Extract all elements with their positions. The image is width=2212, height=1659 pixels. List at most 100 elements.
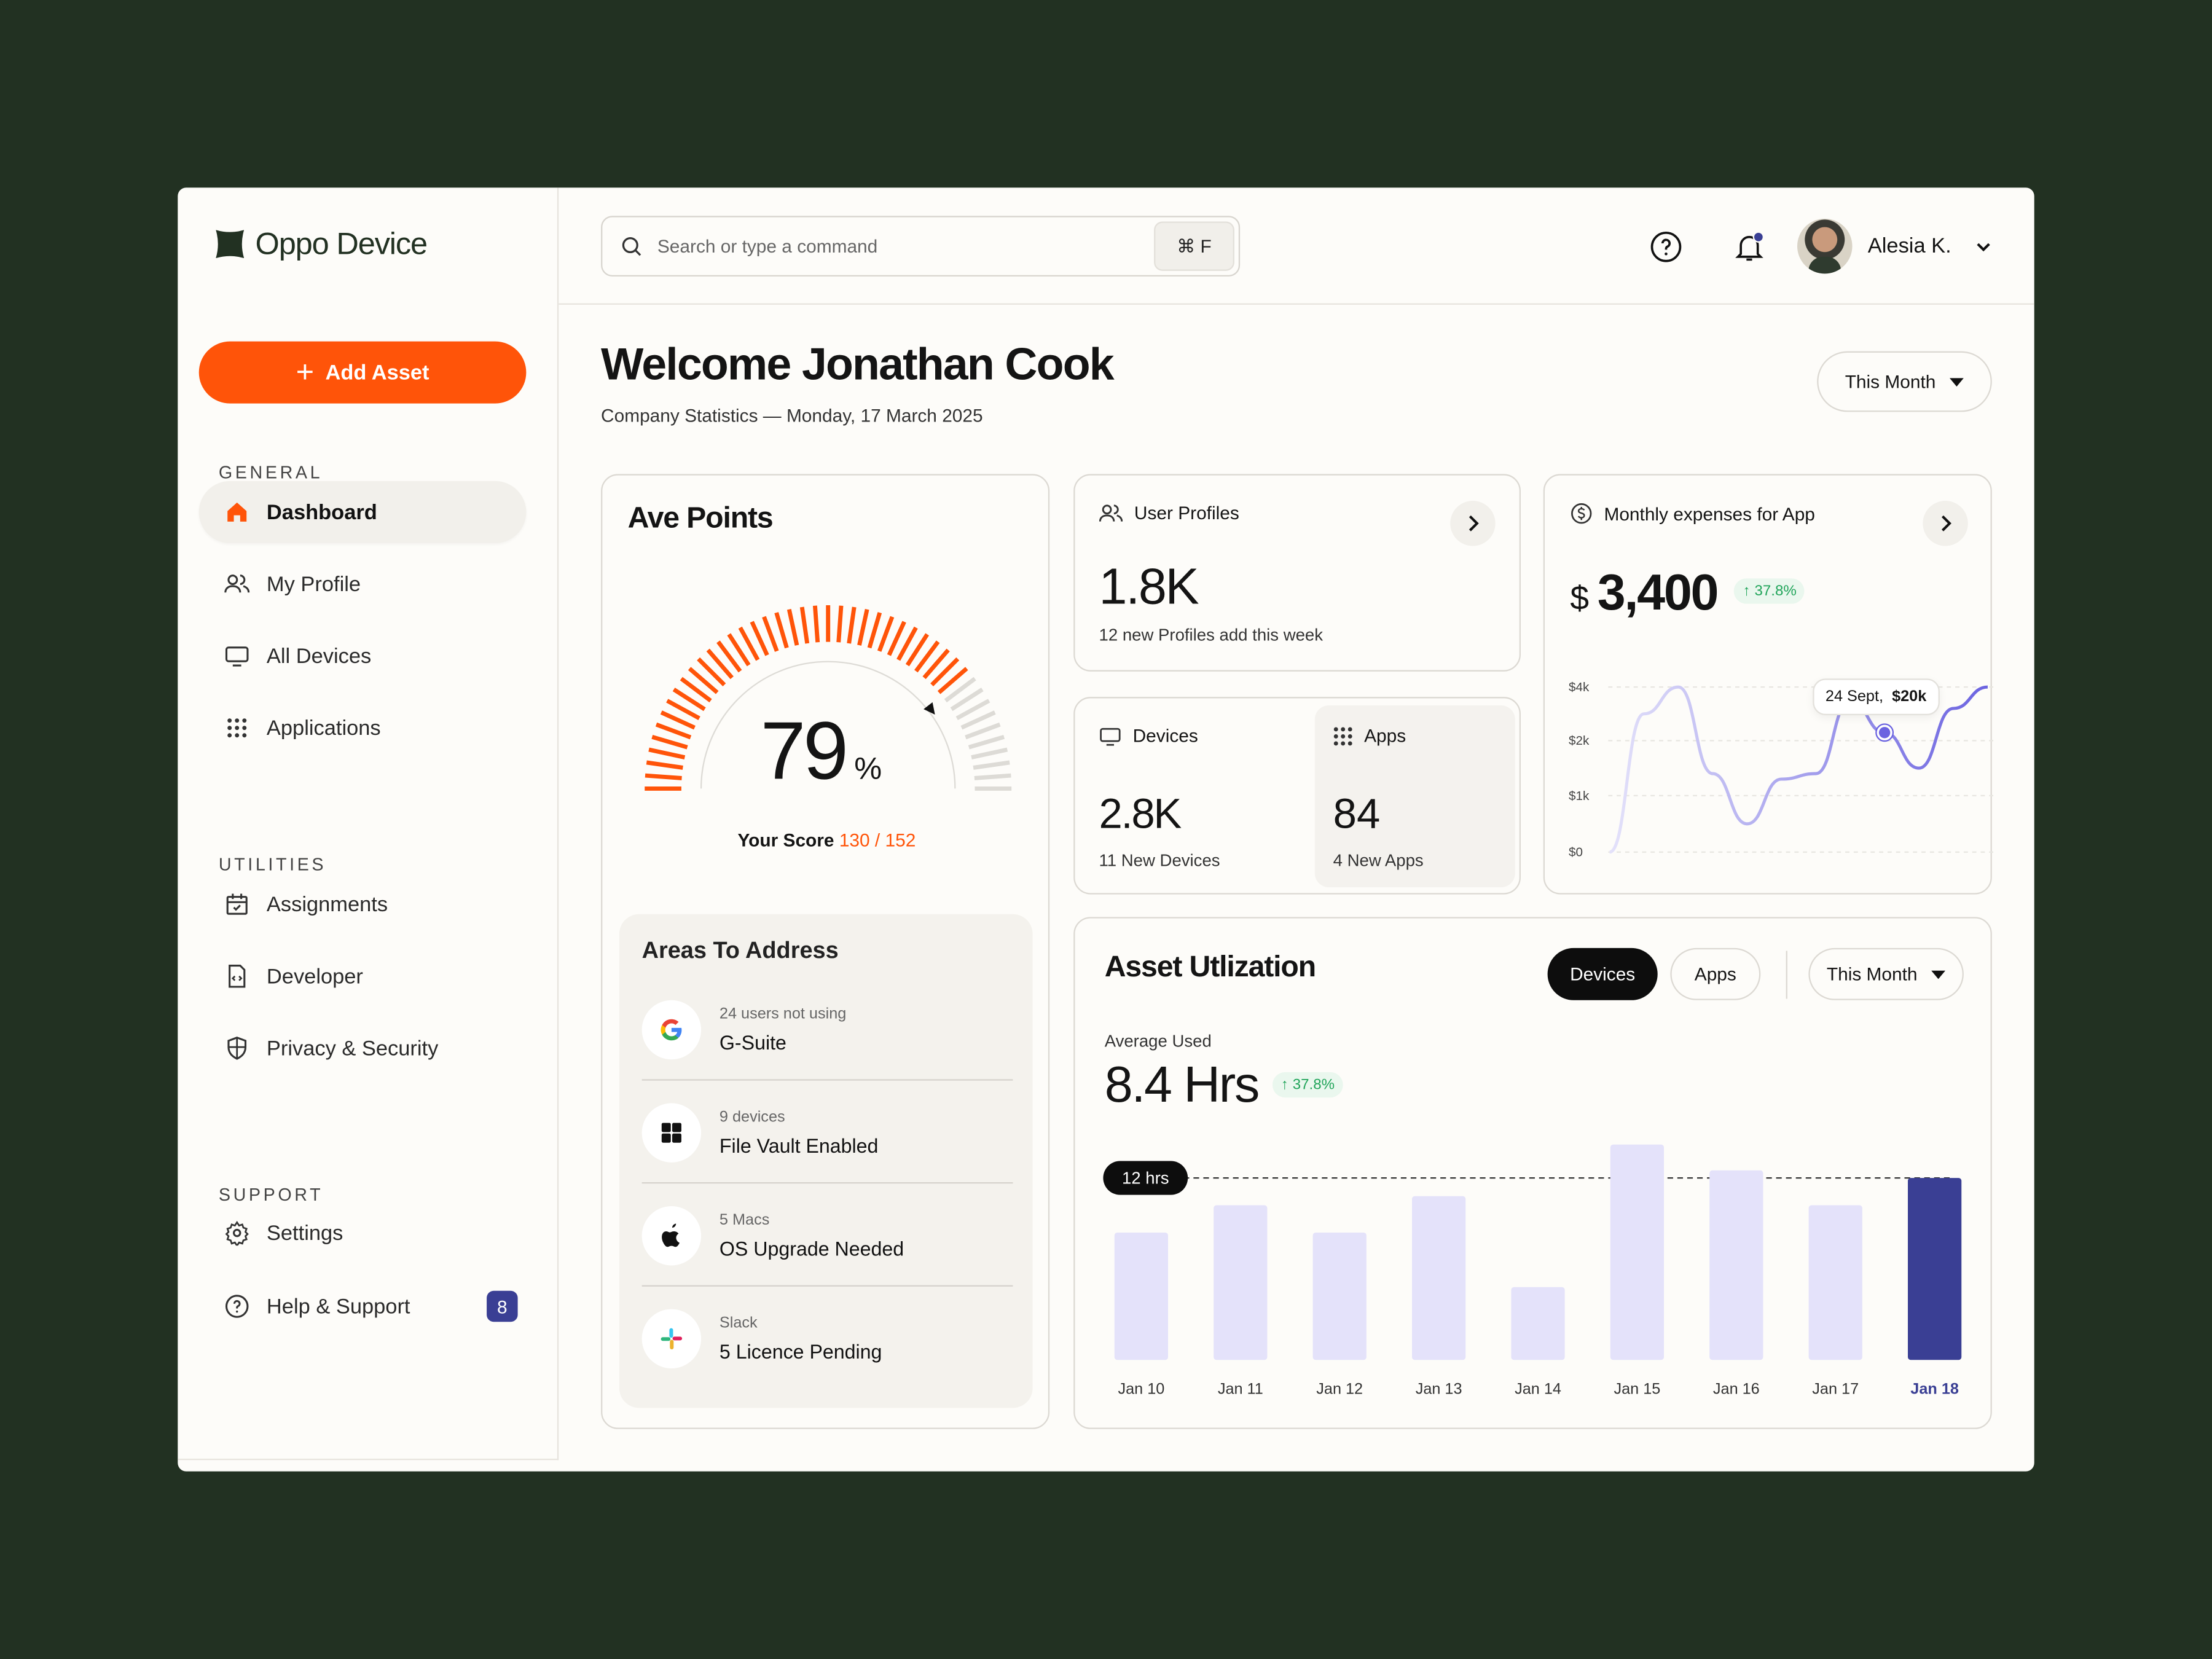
sidebar-item-label: Dashboard — [266, 500, 377, 524]
sidebar-item-all-devices[interactable]: All Devices — [199, 625, 527, 687]
gauge-tick-filled — [937, 667, 968, 694]
monthly-expenses-card: Monthly expenses for App $ 3,400 ↑ 37.8%… — [1543, 474, 1994, 895]
sidebar-item-help-support[interactable]: Help & Support 8 — [199, 1276, 527, 1338]
gauge-tick-empty — [973, 760, 1010, 770]
home-icon — [227, 502, 247, 522]
tab-devices[interactable]: Devices — [1547, 947, 1658, 1000]
notifications-button[interactable] — [1725, 223, 1773, 271]
gauge-tick-filled — [666, 699, 700, 721]
apps-panel[interactable]: Apps 84 4 New Apps — [1314, 705, 1515, 888]
chevron-down-icon[interactable] — [1974, 238, 1993, 256]
gauge-tick-filled — [646, 760, 683, 770]
brand-logo[interactable]: Oppo Device — [216, 226, 428, 262]
area-title: 5 Licence Pending — [719, 1340, 882, 1363]
gauge-tick-empty — [950, 688, 984, 712]
section-support: SUPPORT — [218, 1185, 324, 1205]
gauge-tick-filled — [786, 609, 799, 646]
gauge-tick-filled — [660, 710, 696, 730]
sidebar-item-my-profile[interactable]: My Profile — [199, 553, 527, 615]
y-tick-label: $2k — [1569, 734, 1590, 748]
users-icon — [224, 575, 250, 593]
bar[interactable] — [1312, 1232, 1367, 1360]
notification-badge: 8 — [487, 1290, 518, 1322]
gauge-tick-filled — [688, 667, 719, 694]
logo-mark-icon — [216, 230, 245, 259]
change-value: 37.8% — [1292, 1076, 1335, 1094]
caret-down-icon — [1950, 377, 1964, 386]
sidebar-item-assignments[interactable]: Assignments — [199, 873, 527, 935]
gear-icon — [225, 1220, 249, 1246]
bar[interactable] — [1511, 1287, 1565, 1360]
gauge-inner-arc — [700, 661, 956, 789]
devices-apps-card: Devices 2.8K 11 New Devices Apps 84 4 Ne… — [1073, 697, 1521, 895]
score-line: Your Score 130 / 152 — [602, 830, 1051, 850]
user-name[interactable]: Alesia K. — [1867, 234, 1951, 259]
user-profiles-card[interactable]: User Profiles 1.8K 12 new Profiles add t… — [1073, 474, 1521, 672]
area-item[interactable]: 9 devices File Vault Enabled — [641, 1081, 1013, 1184]
areas-title: Areas To Address — [641, 938, 839, 964]
bar[interactable] — [1908, 1178, 1962, 1360]
bar[interactable] — [1709, 1170, 1763, 1360]
open-user-profiles-button[interactable] — [1450, 501, 1496, 546]
google-icon — [641, 1000, 702, 1060]
change-badge: ↑ 37.8% — [1273, 1072, 1343, 1098]
apps-note: 4 New Apps — [1333, 850, 1424, 871]
chart-tooltip: 24 Sept, $20k — [1813, 678, 1939, 716]
grid-icon — [227, 718, 247, 738]
gauge-tick-filled — [877, 616, 895, 652]
avg-label: Average Used — [1104, 1031, 1212, 1051]
area-item[interactable]: Slack 5 Licence Pending — [641, 1287, 1013, 1390]
card-title: Asset Utlization — [1104, 951, 1316, 984]
gauge-tick-empty — [965, 722, 1001, 740]
add-asset-button[interactable]: + Add Asset — [198, 341, 527, 404]
card-title: Ave Points — [627, 502, 774, 535]
user-avatar[interactable] — [1797, 218, 1853, 274]
bar[interactable] — [1214, 1205, 1268, 1360]
chevron-right-icon — [1942, 515, 1951, 531]
devices-note: 11 New Devices — [1099, 850, 1220, 871]
area-title: OS Upgrade Needed — [719, 1237, 904, 1260]
area-item[interactable]: 5 Macs OS Upgrade Needed — [641, 1183, 1013, 1287]
gauge-tick-filled — [738, 626, 760, 661]
areas-to-address: Areas To Address 24 users not using G-Su… — [619, 914, 1033, 1408]
sidebar-item-applications[interactable]: Applications — [199, 697, 527, 759]
bar[interactable] — [1411, 1196, 1466, 1360]
card-title: User Profiles — [1134, 502, 1239, 524]
period-select[interactable]: This Month — [1817, 351, 1992, 412]
search-input[interactable]: Search or type a command ⌘ F — [601, 216, 1241, 277]
gauge-tick-filled — [672, 688, 706, 712]
expense-amount: 3,400 — [1597, 563, 1719, 621]
windows-icon — [641, 1103, 702, 1163]
sidebar-item-label: My Profile — [266, 571, 361, 597]
highlight-point[interactable] — [1878, 727, 1891, 739]
sidebar-item-dashboard[interactable]: Dashboard — [198, 480, 527, 543]
gauge-tick-filled — [697, 657, 726, 687]
dollar-circle-icon — [1571, 503, 1592, 524]
currency-symbol: $ — [1570, 579, 1590, 618]
percent-sign: % — [854, 750, 882, 786]
caret-down-icon — [1931, 970, 1946, 979]
grid-icon — [1333, 726, 1352, 745]
bar[interactable] — [1610, 1144, 1665, 1360]
bar[interactable] — [1808, 1205, 1862, 1360]
gauge-tick-filled — [716, 640, 742, 673]
app-window: Oppo Device + Add Asset GENERAL Dashboar… — [178, 187, 2034, 1472]
add-asset-label: Add Asset — [325, 360, 429, 385]
gauge-tick-filled — [680, 677, 712, 703]
open-expenses-button[interactable] — [1923, 501, 1968, 546]
page-title: Welcome Jonathan Cook — [601, 339, 1115, 390]
monitor-icon — [225, 646, 249, 667]
gauge-tick-empty — [944, 677, 976, 703]
tab-apps[interactable]: Apps — [1670, 947, 1761, 1000]
help-button[interactable] — [1642, 223, 1690, 271]
sidebar-item-developer[interactable]: Developer — [199, 945, 527, 1007]
section-utilities: UTILITIES — [218, 855, 327, 875]
asset-period-select[interactable]: This Month — [1808, 947, 1964, 1000]
area-title: G-Suite — [719, 1031, 786, 1054]
y-tick-label: $4k — [1569, 680, 1590, 694]
sidebar-item-settings[interactable]: Settings — [199, 1202, 527, 1264]
area-item[interactable]: 24 users not using G-Suite — [641, 978, 1013, 1081]
sidebar-item-label: Developer — [266, 964, 363, 989]
sidebar-item-privacy-security[interactable]: Privacy & Security — [199, 1017, 527, 1079]
bar[interactable] — [1114, 1232, 1169, 1360]
